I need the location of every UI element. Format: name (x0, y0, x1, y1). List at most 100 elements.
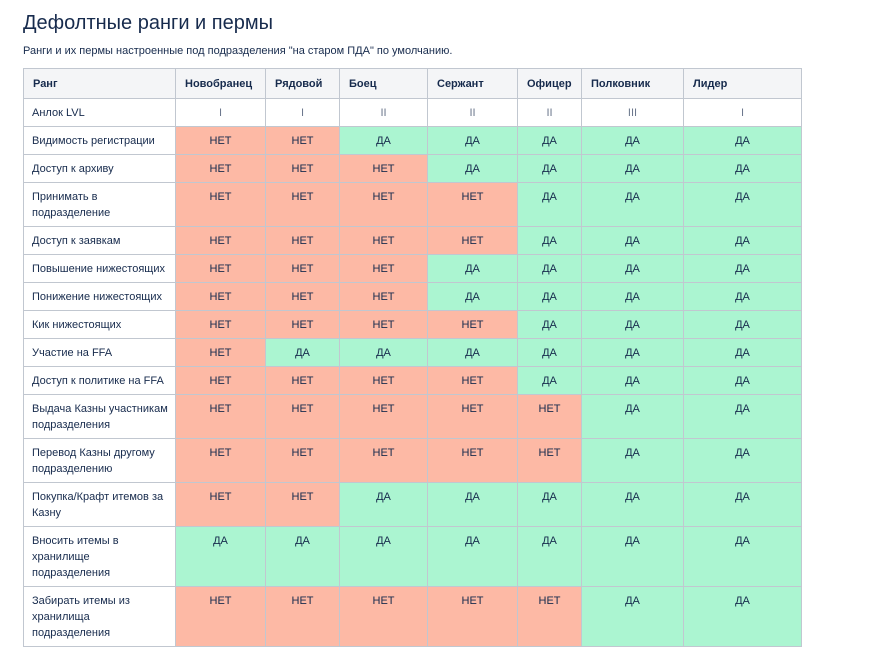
permission-cell: ДА (517, 254, 582, 283)
table-row: Участие на FFA НЕТ ДА ДА ДА ДА ДА ДА (23, 338, 802, 367)
permission-cell: НЕТ (265, 482, 340, 527)
permission-cell: ДА (581, 182, 684, 227)
column-header: Сержант (427, 68, 518, 99)
permission-cell: НЕТ (175, 586, 266, 647)
table-row: Доступ к политике на FFA НЕТ НЕТ НЕТ НЕТ ДА ДА… (23, 366, 802, 395)
permission-cell: ДА (581, 394, 684, 439)
page-subtitle: Ранги и их пермы настроенные под подразд… (23, 45, 453, 57)
permission-cell: ДА (683, 154, 802, 183)
page-title: Дефолтные ранги и пермы (23, 12, 273, 34)
ranks-table: Ранг Новобранец Рядовой Боец Сержант Офи… (23, 68, 802, 647)
row-label: Видимость регистрации (23, 126, 176, 155)
permission-cell: НЕТ (427, 586, 518, 647)
permission-cell: НЕТ (339, 366, 428, 395)
permission-cell: ДА (339, 482, 428, 527)
permission-cell: ДА (427, 482, 518, 527)
table-row: Доступ к архиву НЕТ НЕТ НЕТ ДА ДА ДА ДА (23, 154, 802, 183)
permission-cell: ДА (581, 526, 684, 587)
row-label: Принимать в подразделение (23, 182, 176, 227)
table-body: Анлок LVL I I II II II III I Видимость р… (23, 98, 802, 647)
permission-cell: НЕТ (175, 154, 266, 183)
permission-cell: ДА (427, 254, 518, 283)
permission-cell: ДА (683, 586, 802, 647)
permission-cell: ДА (427, 526, 518, 587)
permission-cell: ДА (427, 338, 518, 367)
permission-cell: ДА (517, 310, 582, 339)
permission-cell: ДА (683, 394, 802, 439)
table-row: Перевод Казны другому подразделению НЕТ НЕ… (23, 438, 802, 483)
permission-cell: ДА (427, 282, 518, 311)
level-cell: I (683, 98, 802, 127)
column-header: Рядовой (265, 68, 340, 99)
permission-cell: НЕТ (339, 154, 428, 183)
permission-cell: НЕТ (427, 310, 518, 339)
permission-cell: НЕТ (339, 438, 428, 483)
permission-cell: НЕТ (175, 366, 266, 395)
permission-cell: ДА (265, 526, 340, 587)
row-label: Доступ к архиву (23, 154, 176, 183)
permission-cell: НЕТ (427, 394, 518, 439)
permission-cell: ДА (581, 254, 684, 283)
table-row: Повышение нижестоящих НЕТ НЕТ НЕТ ДА ДА ДА ДА (23, 254, 802, 283)
permission-cell: ДА (683, 338, 802, 367)
permission-cell: ДА (517, 482, 582, 527)
permission-cell: НЕТ (175, 482, 266, 527)
permission-cell: НЕТ (175, 282, 266, 311)
row-label: Доступ к политике на FFA (23, 366, 176, 395)
permission-cell: НЕТ (265, 182, 340, 227)
permission-cell: НЕТ (339, 310, 428, 339)
row-label: Вносить итемы в хранилище подразделения (23, 526, 176, 587)
permission-cell: НЕТ (265, 366, 340, 395)
permission-cell: ДА (683, 282, 802, 311)
permission-cell: НЕТ (265, 226, 340, 255)
level-cell: II (427, 98, 518, 127)
row-label: Доступ к заявкам (23, 226, 176, 255)
table-row: Вносить итемы в хранилище подразделения Д… (23, 526, 802, 587)
column-header: Ранг (23, 68, 176, 99)
row-label: Участие на FFA (23, 338, 176, 367)
permission-cell: ДА (581, 310, 684, 339)
permission-cell: НЕТ (427, 182, 518, 227)
permission-cell: ДА (683, 482, 802, 527)
permission-cell: ДА (517, 338, 582, 367)
permission-cell: ДА (581, 226, 684, 255)
permission-cell: ДА (517, 526, 582, 587)
permission-cell: ДА (581, 586, 684, 647)
column-header: Новобранец (175, 68, 266, 99)
permission-cell: НЕТ (427, 438, 518, 483)
permission-cell: НЕТ (339, 226, 428, 255)
unlock-level-row: Анлок LVL I I II II II III I (23, 98, 802, 127)
permission-cell: НЕТ (265, 438, 340, 483)
permission-cell: ДА (581, 482, 684, 527)
row-label: Кик нижестоящих (23, 310, 176, 339)
permission-cell: НЕТ (265, 282, 340, 311)
permission-cell: НЕТ (265, 154, 340, 183)
permission-cell: НЕТ (175, 338, 266, 367)
level-cell: I (265, 98, 340, 127)
permission-cell: НЕТ (265, 254, 340, 283)
permission-cell: ДА (517, 366, 582, 395)
column-header: Боец (339, 68, 428, 99)
row-label: Покупка/Крафт итемов за Казну (23, 482, 176, 527)
row-label: Понижение нижестоящих (23, 282, 176, 311)
permission-cell: ДА (683, 226, 802, 255)
permission-cell: ДА (339, 126, 428, 155)
permission-cell: НЕТ (339, 586, 428, 647)
permission-cell: НЕТ (175, 310, 266, 339)
permission-cell: НЕТ (175, 254, 266, 283)
permission-cell: НЕТ (175, 126, 266, 155)
permission-cell: ДА (581, 366, 684, 395)
table-row: Забирать итемы из хранилища подразделени… (23, 586, 802, 647)
permission-cell: ДА (581, 126, 684, 155)
column-header: Лидер (683, 68, 802, 99)
permission-cell: НЕТ (175, 226, 266, 255)
table-row: Кик нижестоящих НЕТ НЕТ НЕТ НЕТ ДА ДА ДА (23, 310, 802, 339)
permission-cell: ДА (581, 438, 684, 483)
table-row: Понижение нижестоящих НЕТ НЕТ НЕТ ДА ДА ДА ДА (23, 282, 802, 311)
table-row: Видимость регистрации НЕТ НЕТ ДА ДА ДА ДА ДА (23, 126, 802, 155)
permission-cell: ДА (581, 338, 684, 367)
permission-cell: НЕТ (427, 226, 518, 255)
row-label: Выдача Казны участникам подразделения (23, 394, 176, 439)
row-label: Забирать итемы из хранилища подразделени… (23, 586, 176, 647)
permission-cell: НЕТ (339, 282, 428, 311)
